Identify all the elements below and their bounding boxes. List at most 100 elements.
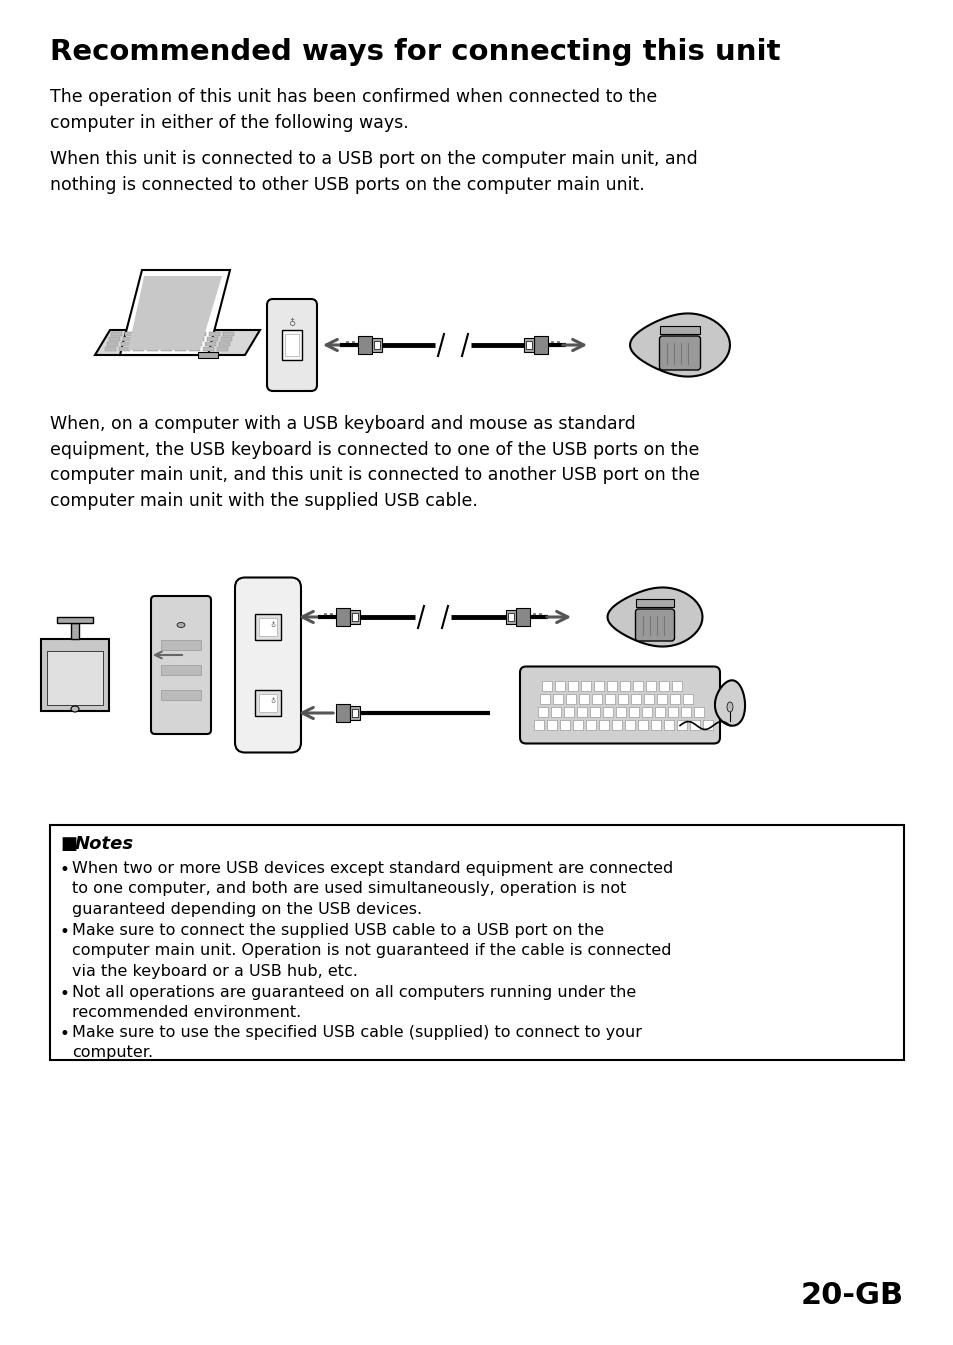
Ellipse shape <box>71 706 79 712</box>
Bar <box>671 681 681 690</box>
Text: Not all operations are guaranteed on all computers running under the
recommended: Not all operations are guaranteed on all… <box>71 985 636 1021</box>
Bar <box>630 694 640 703</box>
Bar <box>677 720 686 729</box>
Bar <box>207 338 218 342</box>
Bar <box>530 615 533 619</box>
Bar <box>193 338 204 342</box>
Bar <box>534 720 543 729</box>
Bar <box>119 347 130 351</box>
Ellipse shape <box>726 702 732 712</box>
Bar <box>181 332 192 336</box>
Polygon shape <box>128 276 222 350</box>
Text: •: • <box>60 1025 70 1042</box>
Bar <box>643 694 654 703</box>
FancyBboxPatch shape <box>267 299 316 391</box>
Text: ♁: ♁ <box>270 621 275 628</box>
Bar <box>551 706 560 717</box>
Bar <box>537 706 547 717</box>
Bar <box>47 651 103 705</box>
Bar <box>165 338 175 342</box>
Bar <box>655 706 664 717</box>
Text: Recommended ways for connecting this unit: Recommended ways for connecting this uni… <box>50 38 780 66</box>
Polygon shape <box>607 588 701 647</box>
Bar <box>539 694 550 703</box>
Bar <box>189 347 200 351</box>
Bar <box>357 336 372 354</box>
Bar <box>355 343 357 347</box>
Bar <box>330 613 333 617</box>
Bar <box>616 706 625 717</box>
Bar <box>619 681 629 690</box>
Bar <box>606 681 617 690</box>
Text: When two or more USB devices except standard equipment are connected
to one comp: When two or more USB devices except stan… <box>71 861 673 917</box>
Bar <box>638 720 647 729</box>
Bar <box>374 342 379 348</box>
FancyBboxPatch shape <box>41 639 109 712</box>
Bar <box>547 343 551 347</box>
Bar <box>602 706 613 717</box>
Bar <box>352 342 355 346</box>
Bar <box>285 334 298 356</box>
Bar <box>657 694 666 703</box>
Bar <box>135 342 146 346</box>
Bar <box>203 347 213 351</box>
Bar <box>161 664 201 675</box>
Bar <box>352 613 357 621</box>
Bar <box>693 706 703 717</box>
Bar <box>335 608 350 625</box>
Bar <box>71 623 79 639</box>
Text: 20-GB: 20-GB <box>800 1280 903 1310</box>
Text: •: • <box>60 923 70 941</box>
Bar <box>541 615 544 619</box>
Bar <box>254 615 281 640</box>
Bar <box>553 694 562 703</box>
Bar <box>505 611 516 624</box>
Polygon shape <box>120 270 230 355</box>
Text: Make sure to use the specified USB cable (supplied) to connect to your
computer.: Make sure to use the specified USB cable… <box>71 1025 641 1060</box>
Bar <box>577 706 586 717</box>
Bar <box>197 352 217 358</box>
Bar <box>107 342 118 346</box>
Bar <box>559 720 569 729</box>
Bar <box>343 343 346 347</box>
FancyBboxPatch shape <box>635 609 674 642</box>
Bar <box>335 703 350 722</box>
Bar <box>161 690 201 699</box>
Bar <box>161 640 201 650</box>
Bar <box>137 338 148 342</box>
Bar <box>139 332 150 336</box>
Bar <box>205 342 215 346</box>
Bar <box>667 706 678 717</box>
Bar <box>536 615 538 619</box>
Bar <box>346 342 349 346</box>
Bar <box>573 720 582 729</box>
Bar <box>372 338 381 352</box>
Bar <box>680 706 690 717</box>
Bar <box>650 720 660 729</box>
Bar <box>152 332 164 336</box>
Bar <box>565 694 576 703</box>
Bar <box>538 613 541 617</box>
Bar <box>121 342 132 346</box>
Bar <box>628 706 639 717</box>
Bar <box>516 608 530 625</box>
Bar <box>612 720 621 729</box>
Bar <box>109 338 120 342</box>
Bar <box>149 342 160 346</box>
Bar <box>349 343 352 347</box>
Bar <box>163 342 173 346</box>
Bar <box>105 347 116 351</box>
Bar <box>641 706 651 717</box>
Bar <box>179 338 190 342</box>
Bar <box>258 694 276 712</box>
Text: ■: ■ <box>60 835 77 853</box>
Bar <box>636 599 673 607</box>
Bar <box>592 694 601 703</box>
Bar <box>174 347 186 351</box>
Text: The operation of this unit has been confirmed when connected to the
computer in : The operation of this unit has been conf… <box>50 87 657 132</box>
Bar <box>557 342 559 346</box>
Bar <box>125 332 136 336</box>
Bar <box>559 343 562 347</box>
Bar <box>161 347 172 351</box>
Bar <box>645 681 656 690</box>
